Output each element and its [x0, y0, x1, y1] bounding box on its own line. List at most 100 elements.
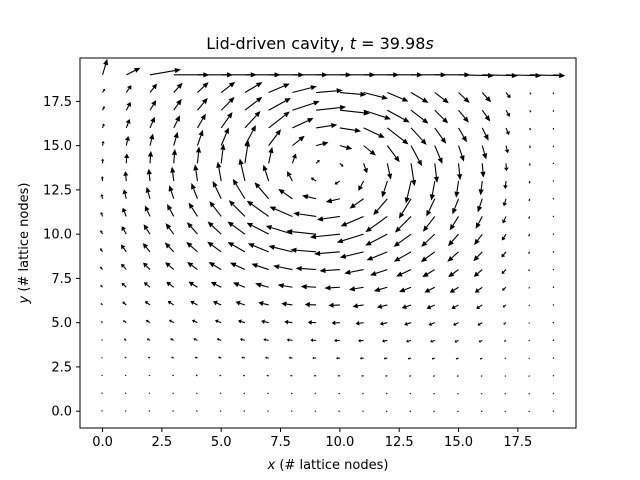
quiver-arrow	[261, 319, 269, 325]
quiver-arrow	[219, 374, 222, 377]
quiver-arrow	[216, 161, 222, 182]
quiver-arrow	[149, 67, 181, 76]
quiver-arrow	[339, 162, 344, 167]
quiver-arrow	[284, 319, 293, 325]
quiver-arrow	[503, 322, 507, 325]
quiver-arrow	[316, 88, 343, 94]
quiver-arrow	[481, 127, 489, 141]
quiver-arrow	[244, 125, 256, 146]
quiver-arrow	[420, 251, 436, 263]
quiver-arrow	[196, 129, 204, 146]
quiver-arrow	[124, 136, 130, 146]
quiver-arrow	[434, 92, 449, 104]
quiver-arrow	[410, 163, 417, 187]
quiver-arrow	[281, 301, 293, 307]
quiver-arrow	[220, 112, 233, 129]
quiver-arrow	[422, 269, 436, 278]
quiver-arrows	[99, 58, 566, 413]
x-axis-ticks: 0.0 2.5 5.0 7.5 10.0 12.5 15.0 17.5	[92, 428, 532, 450]
quiver-arrow	[125, 101, 131, 111]
y-tick-label: 5.0	[51, 316, 72, 331]
quiver-arrow	[193, 337, 198, 341]
quiver-arrow	[426, 304, 436, 310]
quiver-arrow	[295, 265, 317, 272]
quiver-arrow	[197, 97, 208, 111]
quiver-arrow	[242, 374, 246, 377]
axes-frame	[79, 57, 577, 429]
quiver-arrow	[430, 339, 435, 343]
quiver-arrow	[552, 145, 555, 148]
quiver-arrow	[193, 164, 199, 182]
quiver-arrow	[216, 337, 222, 342]
quiver-arrow	[212, 180, 222, 199]
quiver-arrow	[196, 113, 206, 129]
quiver-arrow	[149, 116, 156, 129]
quiver-arrow	[121, 226, 127, 235]
quiver-arrow	[307, 320, 317, 325]
quiver-arrow	[475, 216, 483, 229]
quiver-arrow	[292, 118, 314, 129]
quiver-arrow	[339, 91, 367, 97]
quiver-arrow	[188, 281, 198, 288]
quiver-arrow	[167, 301, 175, 306]
y-tick-label: 17.5	[43, 95, 72, 110]
quiver-arrow	[481, 145, 488, 160]
quiver-arrow	[142, 243, 151, 253]
quiver-arrow	[336, 233, 364, 244]
quiver-arrow	[552, 268, 555, 271]
quiver-arrow	[196, 410, 198, 412]
quiver-arrow	[215, 319, 222, 324]
quiver-arrow	[165, 262, 175, 270]
quiver-arrow	[502, 198, 508, 207]
quiver-arrow	[355, 320, 364, 326]
quiver-arrow	[268, 111, 290, 129]
quiver-arrow	[268, 146, 274, 164]
quiver-arrow	[164, 242, 175, 253]
quiver-arrow	[265, 225, 293, 235]
quiver-arrow	[458, 127, 467, 143]
quiver-arrow	[122, 301, 127, 306]
quiver-arrow	[477, 322, 483, 326]
y-axis-ticks: 0.0 2.5 5.0 7.5 10.0 12.5 15.0 17.5	[43, 95, 80, 420]
quiver-arrow	[100, 176, 104, 182]
quiver-arrow	[146, 338, 151, 341]
quiver-arrow	[363, 91, 389, 100]
quiver-arrow	[552, 92, 555, 95]
quiver-arrow	[385, 374, 388, 378]
quiver-arrow	[100, 230, 104, 235]
quiver-arrow	[334, 338, 340, 343]
quiver-arrow	[429, 180, 436, 201]
quiver-arrow	[504, 410, 507, 413]
quiver-arrow	[125, 374, 127, 377]
quiver-arrow	[447, 251, 459, 262]
quiver-arrow	[286, 229, 317, 235]
quiver-arrow	[387, 92, 409, 102]
quiver-arrow	[394, 216, 412, 233]
quiver-arrow	[410, 145, 423, 167]
quiver-arrow	[433, 410, 435, 413]
quiver-arrow	[273, 264, 293, 271]
quiver-arrow	[404, 180, 412, 204]
quiver-arrow	[287, 171, 293, 182]
quiver-arrow	[228, 200, 246, 217]
quiver-arrow	[452, 198, 460, 215]
quiver-arrow	[504, 339, 507, 342]
quiver-arrow	[528, 357, 531, 360]
quiver-arrow	[479, 357, 483, 360]
quiver-arrow	[328, 302, 340, 308]
quiver-arrow	[363, 145, 376, 156]
quiver-arrow	[148, 410, 151, 412]
quiver-arrow	[473, 269, 483, 277]
quiver-arrow	[190, 300, 198, 306]
quiver-arrow	[101, 321, 103, 324]
quiver-arrow	[101, 141, 105, 146]
quiver-arrow	[121, 263, 127, 270]
quiver-arrow	[124, 356, 127, 359]
quiver-arrow	[171, 356, 174, 359]
quiver-arrow	[170, 338, 174, 341]
quiver-arrow	[313, 374, 317, 377]
quiver-arrow	[210, 281, 222, 288]
quiver-arrow	[552, 162, 555, 165]
quiver-arrow	[207, 221, 222, 235]
